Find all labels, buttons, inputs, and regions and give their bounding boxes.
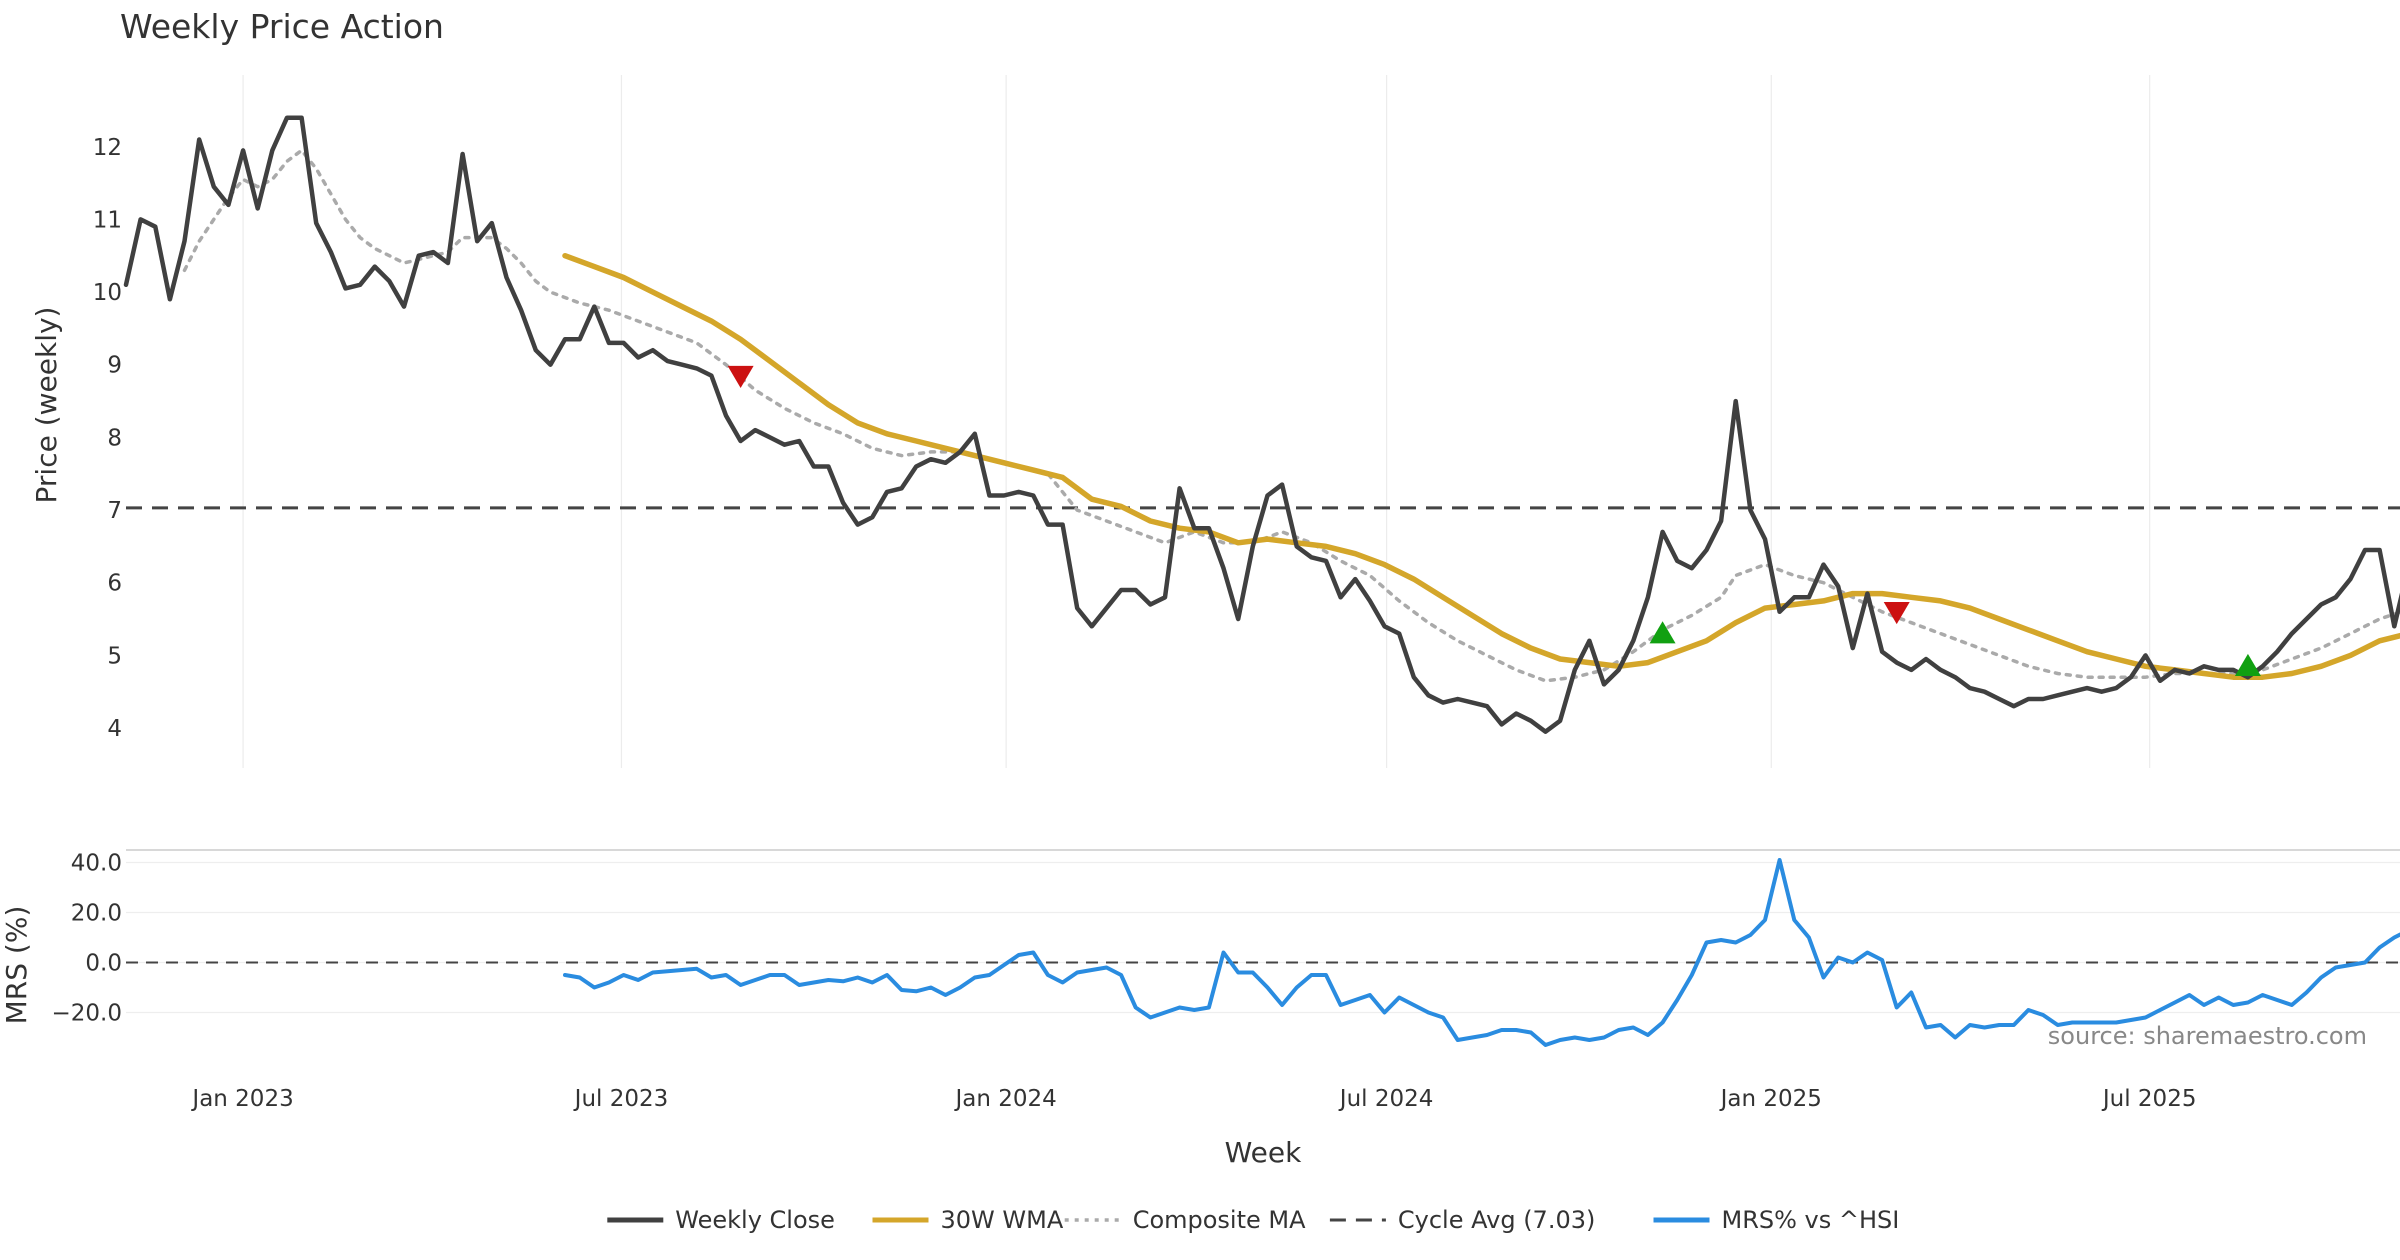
- x-tick-label: Jul 2024: [1338, 1086, 1434, 1112]
- price-y-tick-label: 7: [107, 498, 122, 524]
- x-tick-label: Jan 2024: [953, 1086, 1056, 1112]
- series-line-weekly-close: [123, 115, 2400, 734]
- sell-signal-marker: [727, 365, 754, 388]
- legend-label: 30W WMA: [941, 1206, 1064, 1234]
- price-y-tick-label: 6: [107, 571, 122, 597]
- legend-item-composite-ma: Composite MA: [1064, 1206, 1306, 1234]
- x-tick-label: Jul 2025: [2101, 1086, 2197, 1112]
- legend-item-weekly-close: Weekly Close: [607, 1206, 835, 1234]
- legend: Weekly Close 30W WMA Composite MA Cycle Avg…: [607, 1206, 1899, 1234]
- series-line-30w-wma: [562, 252, 2400, 680]
- legend-item-mrs-vs-hsi: MRS% vs ^HSI: [1653, 1206, 1900, 1234]
- source-attribution: source: sharemaestro.com: [2048, 1022, 2367, 1050]
- reference-lines: [126, 506, 2400, 964]
- mrs-y-tick-label: 20.0: [71, 901, 122, 927]
- x-tick-label: Jan 2023: [190, 1086, 293, 1112]
- legend-label: Composite MA: [1133, 1206, 1306, 1234]
- sell-signal-marker: [1883, 602, 1910, 625]
- price-y-tick-label: 9: [107, 353, 122, 379]
- x-tick-label: Jul 2023: [573, 1086, 669, 1112]
- buy-signal-marker: [1649, 621, 1676, 644]
- legend-label: Weekly Close: [675, 1206, 835, 1234]
- price-y-tick-label: 10: [93, 280, 122, 306]
- grid-layer: [126, 75, 2400, 1014]
- x-tick-label: Jan 2025: [1719, 1086, 1822, 1112]
- price-y-tick-label: 4: [107, 716, 122, 742]
- legend-item-30w-wma: 30W WMA: [872, 1206, 1064, 1234]
- price-y-tick-label: 8: [107, 425, 122, 451]
- legend-label: Cycle Avg (7.03): [1398, 1206, 1595, 1234]
- price-y-axis-label: Price (weekly): [30, 307, 63, 504]
- mrs-y-tick-label: 40.0: [71, 851, 122, 877]
- mrs-y-axis-label: MRS (%): [0, 906, 33, 1025]
- price-y-tick-label: 5: [107, 643, 122, 669]
- legend-item-cycle-avg-7-03: Cycle Avg (7.03): [1329, 1206, 1595, 1234]
- series-line-mrs-vs-hsi: [563, 858, 2400, 1047]
- axis-layer: Jan 2023 Jul 2023 Jan 2024 Jul 2024 Jan 2025…: [52, 135, 2197, 1112]
- series-layer: [123, 115, 2400, 1047]
- price-y-tick-label: 12: [93, 135, 122, 161]
- legend-label: MRS% vs ^HSI: [1722, 1206, 1900, 1234]
- mrs-y-tick-label: −20.0: [52, 1001, 122, 1027]
- text-layer: Weekly Price Action Price (weekly) MRS (…: [0, 7, 2367, 1169]
- signal-markers: [727, 365, 2261, 677]
- chart-title: Weekly Price Action: [120, 7, 444, 46]
- price-y-tick-label: 11: [93, 207, 122, 233]
- x-axis-label: Week: [1225, 1136, 1302, 1169]
- series-line-composite-ma: [182, 148, 2400, 683]
- mrs-y-tick-label: 0.0: [85, 951, 122, 977]
- buy-signal-marker: [2234, 653, 2261, 677]
